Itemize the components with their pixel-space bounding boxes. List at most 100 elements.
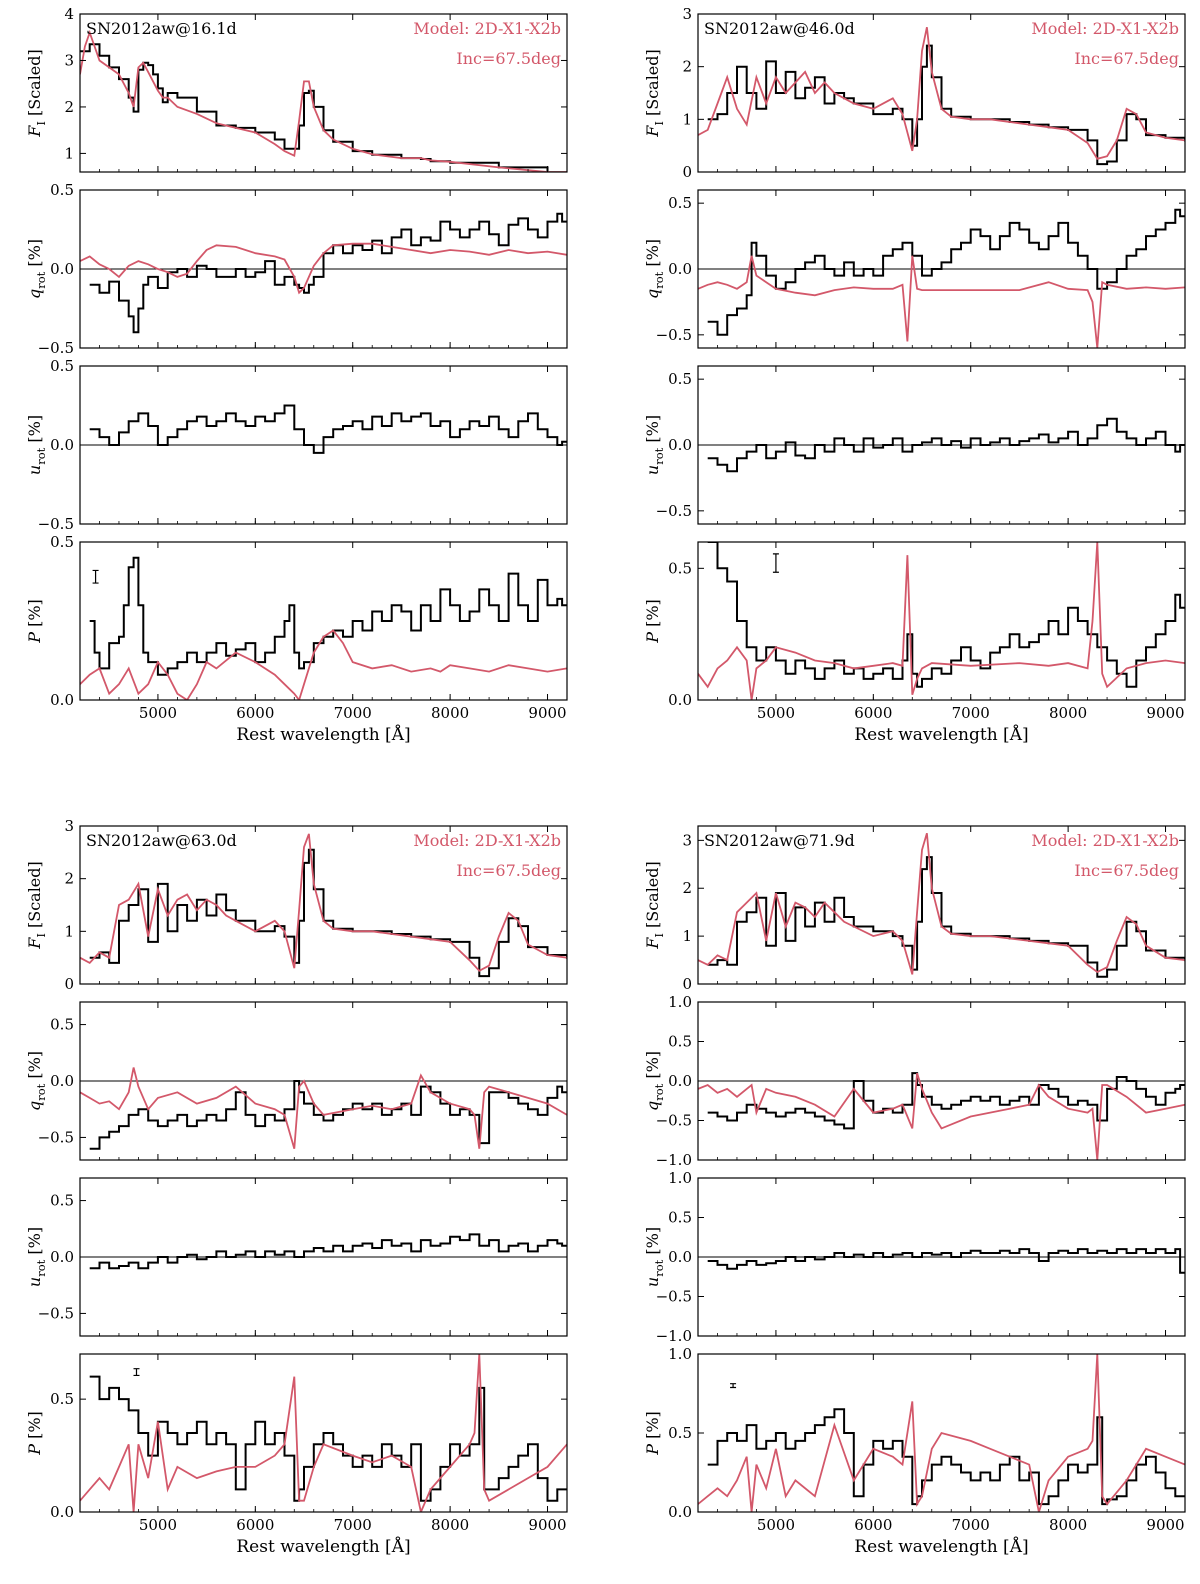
y-tick-label: 1 bbox=[64, 144, 74, 162]
panel-4: 5000 6000 7000 8000 9000 0.0 0.5 1.0 P [%] bbox=[643, 1345, 1186, 1534]
inclination-label: Inc=67.5deg bbox=[1074, 861, 1179, 880]
y-axis-label-group: P [%] bbox=[643, 1411, 662, 1456]
y-tick-label: 0.5 bbox=[668, 559, 692, 577]
y-tick-label: 0 bbox=[64, 975, 74, 993]
y-tick-label: 3 bbox=[64, 51, 74, 69]
x-tick-label: 9000 bbox=[528, 1516, 566, 1534]
panel-frame bbox=[697, 825, 1186, 985]
y-tick-label: 0.0 bbox=[50, 1503, 74, 1521]
y-axis-label: P [%] bbox=[25, 1411, 44, 1456]
x-tick-label: 5000 bbox=[757, 1516, 795, 1534]
panel-1: 0 1 2 3 FI [Scaled] SN2012aw@63.0d Model: 2D-X… bbox=[25, 817, 568, 993]
y-tick-label: −0.5 bbox=[656, 1112, 692, 1130]
model-label: Model: 2D-X1-X2b bbox=[1031, 831, 1179, 850]
x-axis-label: Rest wavelength [Å] bbox=[854, 1536, 1028, 1557]
model-label: Model: 2D-X1-X2b bbox=[413, 831, 561, 850]
x-tick-label: 9000 bbox=[528, 704, 566, 722]
chart-2: 0 1 2 3 FI [Scaled] SN2012aw@46.0d Model: 2D-X… bbox=[643, 5, 1186, 745]
y-axis-label: FI [Scaled] bbox=[643, 49, 666, 138]
x-tick-label: 6000 bbox=[236, 704, 274, 722]
y-axis-label: urot [%] bbox=[25, 1227, 48, 1287]
x-tick-label: 6000 bbox=[236, 1516, 274, 1534]
model-line bbox=[698, 832, 1185, 975]
y-tick-label: 0.5 bbox=[668, 1033, 692, 1051]
observed-line bbox=[89, 404, 567, 454]
x-tick-label: 7000 bbox=[334, 1516, 372, 1534]
observed-line bbox=[707, 1408, 1185, 1506]
y-tick-label: 3 bbox=[64, 817, 74, 835]
y-tick-label: 0.0 bbox=[668, 260, 692, 278]
observed-line bbox=[707, 417, 1185, 473]
model-line bbox=[698, 1354, 1185, 1512]
y-tick-label: 0.5 bbox=[668, 1209, 692, 1227]
error-bar bbox=[730, 1383, 737, 1389]
y-tick-label: 0.0 bbox=[668, 1248, 692, 1266]
y-tick-label: 0.0 bbox=[50, 1248, 74, 1266]
observed-line bbox=[89, 1233, 567, 1270]
error-bar bbox=[772, 553, 779, 573]
panel-frame bbox=[697, 13, 1186, 173]
observed-line bbox=[89, 1375, 567, 1502]
y-axis-label: qrot [%] bbox=[643, 239, 666, 299]
y-axis-label: FI [Scaled] bbox=[25, 49, 48, 138]
panel-frame bbox=[79, 1353, 568, 1513]
y-axis-label: urot [%] bbox=[25, 415, 48, 475]
panel-4: 5000 6000 7000 8000 9000 0.0 0.5 P [%] bbox=[25, 533, 568, 722]
y-tick-label: 0.5 bbox=[50, 357, 74, 375]
x-axis-label: Rest wavelength [Å] bbox=[236, 724, 410, 745]
y-axis-label-group: qrot [%] bbox=[643, 1051, 666, 1111]
model-line bbox=[80, 1067, 567, 1149]
epoch-label: SN2012aw@16.1d bbox=[86, 19, 237, 38]
y-tick-label: 1.0 bbox=[668, 1345, 692, 1363]
model-line bbox=[80, 833, 567, 972]
y-tick-label: 3 bbox=[682, 831, 692, 849]
observed-line bbox=[89, 212, 567, 334]
x-tick-label: 5000 bbox=[757, 704, 795, 722]
observed-line bbox=[707, 208, 1185, 336]
x-tick-label: 7000 bbox=[952, 704, 990, 722]
x-tick-label: 7000 bbox=[334, 704, 372, 722]
x-tick-label: 5000 bbox=[139, 704, 177, 722]
y-axis-label: qrot [%] bbox=[25, 239, 48, 299]
y-tick-label: 2 bbox=[682, 879, 692, 897]
y-axis-label-group: P [%] bbox=[25, 1411, 44, 1456]
model-line bbox=[698, 542, 1185, 700]
x-tick-label: 6000 bbox=[854, 1516, 892, 1534]
y-tick-label: 0 bbox=[682, 163, 692, 181]
x-tick-label: 9000 bbox=[1146, 704, 1184, 722]
model-line bbox=[698, 255, 1185, 348]
y-tick-label: 0.0 bbox=[50, 436, 74, 454]
panel-4: 5000 6000 7000 8000 9000 0.0 0.5 P [%] bbox=[643, 541, 1186, 722]
y-tick-label: 0.5 bbox=[50, 1390, 74, 1408]
model-label: Model: 2D-X1-X2b bbox=[1031, 19, 1179, 38]
y-axis-label-group: urot [%] bbox=[643, 415, 666, 475]
x-axis-label: Rest wavelength [Å] bbox=[854, 724, 1028, 745]
model-label: Model: 2D-X1-X2b bbox=[413, 19, 561, 38]
observed-line bbox=[89, 556, 567, 676]
y-tick-label: −0.5 bbox=[38, 339, 74, 357]
model-line bbox=[80, 1354, 567, 1512]
y-tick-label: 0.0 bbox=[50, 260, 74, 278]
y-axis-label: FI [Scaled] bbox=[643, 861, 666, 950]
y-tick-label: 0.5 bbox=[50, 1192, 74, 1210]
panel-2: −0.5 0.0 0.5 qrot [%] bbox=[643, 189, 1186, 349]
y-axis-label-group: qrot [%] bbox=[643, 239, 666, 299]
y-tick-label: 2 bbox=[64, 870, 74, 888]
y-tick-label: −0.5 bbox=[38, 515, 74, 533]
panel-frame bbox=[79, 541, 568, 701]
y-axis-label: P [%] bbox=[643, 1411, 662, 1456]
model-line bbox=[698, 27, 1185, 160]
y-tick-label: −0.5 bbox=[656, 502, 692, 520]
y-axis-label: qrot [%] bbox=[25, 1051, 48, 1111]
x-tick-label: 5000 bbox=[139, 1516, 177, 1534]
y-axis-label: urot [%] bbox=[643, 1227, 666, 1287]
y-axis-label: urot [%] bbox=[643, 415, 666, 475]
y-axis-label-group: qrot [%] bbox=[25, 1051, 48, 1111]
inclination-label: Inc=67.5deg bbox=[1074, 49, 1179, 68]
y-tick-label: 0 bbox=[682, 975, 692, 993]
panel-2: −0.5 0.0 0.5 qrot [%] bbox=[25, 181, 568, 357]
y-tick-label: 0.0 bbox=[50, 1072, 74, 1090]
observed-line bbox=[707, 542, 1185, 688]
